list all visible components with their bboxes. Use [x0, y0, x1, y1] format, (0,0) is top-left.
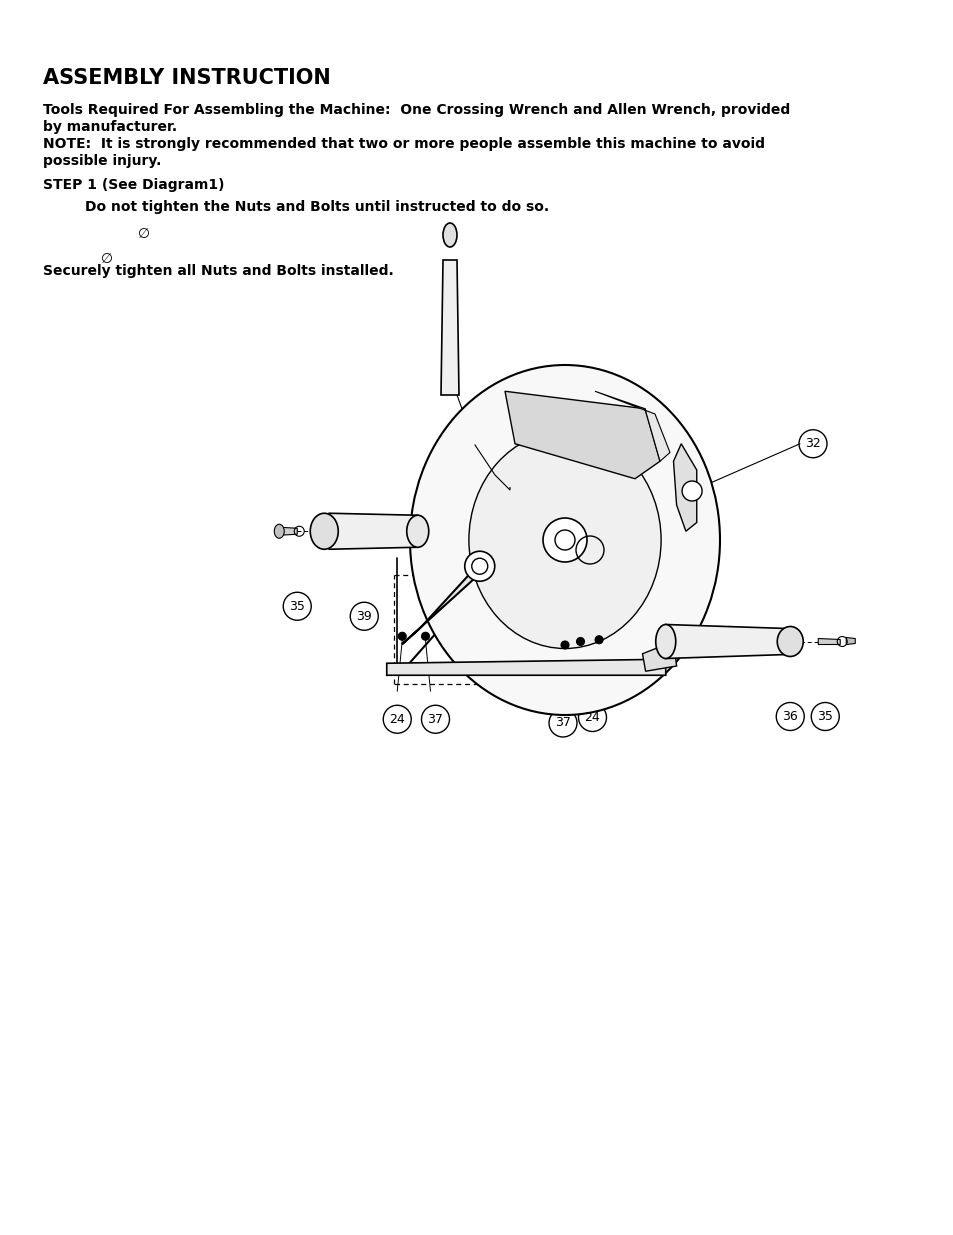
Ellipse shape [410, 366, 720, 715]
Text: NOTE:  It is strongly recommended that two or more people assemble this machine : NOTE: It is strongly recommended that tw… [43, 137, 764, 151]
Ellipse shape [469, 431, 660, 648]
Polygon shape [386, 659, 665, 676]
Text: ∅: ∅ [101, 252, 113, 266]
Ellipse shape [442, 224, 456, 247]
Ellipse shape [655, 625, 675, 658]
Text: ∅: ∅ [138, 227, 150, 241]
Text: 37: 37 [555, 716, 570, 730]
Ellipse shape [576, 637, 584, 646]
Ellipse shape [397, 632, 406, 640]
Ellipse shape [555, 530, 575, 550]
Polygon shape [401, 555, 487, 645]
Text: 35: 35 [817, 710, 832, 722]
Text: Securely tighten all Nuts and Bolts installed.: Securely tighten all Nuts and Bolts inst… [43, 264, 394, 278]
Ellipse shape [421, 632, 429, 640]
Text: 35: 35 [289, 600, 305, 613]
Text: 24: 24 [584, 711, 599, 724]
Text: ASSEMBLY INSTRUCTION: ASSEMBLY INSTRUCTION [43, 68, 331, 88]
Text: 32: 32 [804, 437, 820, 451]
Polygon shape [329, 514, 417, 550]
Text: STEP 1 (See Diagram1): STEP 1 (See Diagram1) [43, 178, 224, 191]
Ellipse shape [542, 517, 586, 562]
Text: 24: 24 [389, 713, 405, 726]
Polygon shape [818, 638, 840, 645]
Polygon shape [440, 261, 458, 395]
Polygon shape [665, 625, 786, 658]
Polygon shape [641, 641, 676, 672]
Text: possible injury.: possible injury. [43, 154, 161, 168]
Ellipse shape [595, 636, 602, 643]
Polygon shape [845, 637, 854, 645]
Text: 37: 37 [427, 713, 443, 726]
Polygon shape [504, 391, 659, 479]
Text: Do not tighten the Nuts and Bolts until instructed to do so.: Do not tighten the Nuts and Bolts until … [85, 200, 549, 214]
Ellipse shape [560, 641, 568, 650]
Ellipse shape [777, 626, 802, 657]
Ellipse shape [310, 514, 338, 550]
Text: by manufacturer.: by manufacturer. [43, 120, 177, 135]
Ellipse shape [406, 515, 428, 547]
Polygon shape [595, 391, 669, 461]
Text: Tools Required For Assembling the Machine:  One Crossing Wrench and Allen Wrench: Tools Required For Assembling the Machin… [43, 103, 789, 117]
Text: 39: 39 [356, 610, 372, 622]
Ellipse shape [464, 551, 495, 582]
Text: 36: 36 [781, 710, 798, 722]
Polygon shape [279, 527, 297, 535]
Polygon shape [673, 443, 696, 531]
Ellipse shape [681, 480, 701, 501]
Ellipse shape [274, 524, 284, 538]
Ellipse shape [471, 558, 487, 574]
